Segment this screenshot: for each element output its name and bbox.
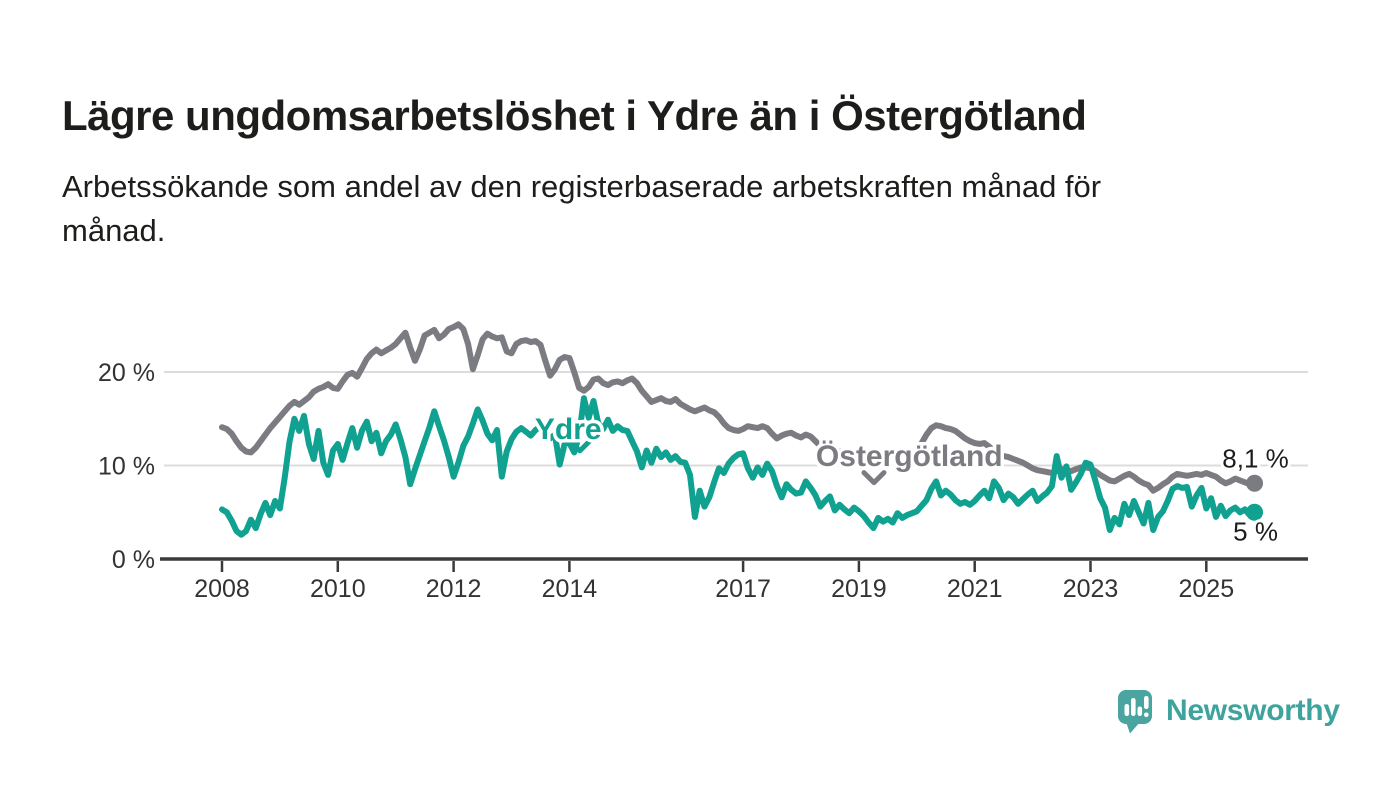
series-label-caret-östergötland	[861, 470, 887, 486]
brand-name: Newsworthy	[1166, 694, 1340, 727]
newsworthy-logo: Newsworthy	[1118, 690, 1341, 734]
logo-exclamation-stroke	[1144, 696, 1149, 709]
x-tick-label-2025: 2025	[1178, 575, 1234, 603]
logo-exclamation-dot	[1144, 712, 1149, 718]
x-tick-label-2012: 2012	[426, 575, 482, 603]
x-tick-label-2008: 2008	[194, 575, 250, 603]
subtitle-line-2: månad.	[62, 213, 166, 248]
series-line-ydre	[219, 395, 1258, 538]
y-tick-label-0: 0 %	[112, 546, 155, 574]
x-tick-label-2014: 2014	[542, 575, 598, 603]
x-tick-label-2010: 2010	[310, 575, 366, 603]
x-tick-label-2021: 2021	[947, 575, 1003, 603]
page-subtitle: Arbetssökande som andel av den registerb…	[62, 165, 1262, 253]
end-value-label-ydre: 5 %	[1233, 516, 1278, 546]
end-value-label-östergötland: 8,1 %	[1222, 443, 1289, 473]
logo-bar-tall	[1131, 698, 1136, 716]
x-tick-label-2017: 2017	[715, 575, 771, 603]
logo-bar-short	[1124, 704, 1130, 716]
x-tick-label-2019: 2019	[831, 575, 887, 603]
subtitle-line-1: Arbetssökande som andel av den registerb…	[62, 169, 1102, 204]
x-tick-label-2023: 2023	[1063, 575, 1119, 603]
y-tick-label-10: 10 %	[98, 453, 155, 481]
newsworthy-logo-icon	[1118, 690, 1152, 734]
end-dot-östergötland	[1246, 474, 1264, 492]
series-label-ydre: Ydre	[535, 413, 602, 446]
y-tick-label-20: 20 %	[98, 359, 155, 387]
series-label-caret-ydre	[567, 438, 593, 454]
page-title: Lägre ungdomsarbetslöshet i Ydre än i Ös…	[62, 92, 1087, 140]
series-label-östergötland: Östergötland	[816, 440, 1003, 473]
end-dot-ydre	[1246, 503, 1264, 521]
logo-bar-mid	[1137, 706, 1143, 716]
